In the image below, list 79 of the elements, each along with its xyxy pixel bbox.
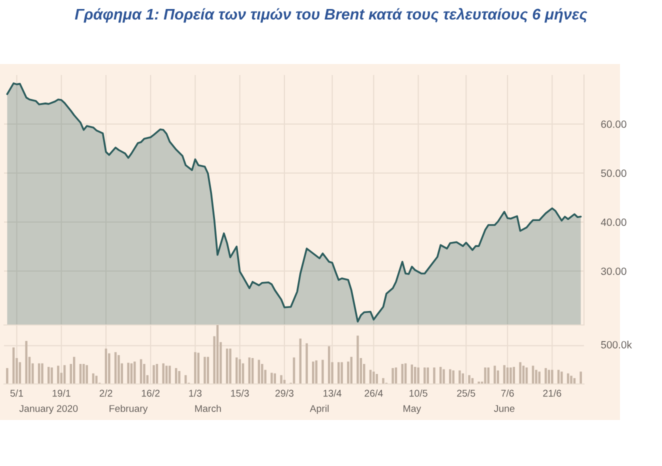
bar bbox=[458, 370, 461, 384]
bar bbox=[41, 363, 44, 384]
bar bbox=[570, 376, 572, 384]
bar bbox=[162, 363, 164, 384]
bar bbox=[6, 368, 8, 384]
bar bbox=[118, 355, 120, 384]
bar bbox=[86, 365, 88, 384]
bar bbox=[168, 366, 171, 384]
bar bbox=[350, 356, 352, 384]
bar bbox=[452, 370, 454, 384]
bar bbox=[519, 362, 522, 384]
x-tick-label: 19/1 bbox=[52, 390, 70, 397]
bar bbox=[127, 362, 130, 384]
y-tick-label: 30.00 bbox=[601, 268, 626, 275]
y-tick-label: 40.00 bbox=[600, 218, 626, 226]
bar bbox=[484, 367, 486, 384]
bar bbox=[356, 336, 359, 384]
x-tick-label: 10/5 bbox=[410, 390, 428, 397]
bar bbox=[270, 372, 273, 384]
bar bbox=[526, 367, 528, 384]
x-tick-label: 1/3 bbox=[189, 390, 202, 397]
x-tick-label: 29/3 bbox=[275, 390, 294, 397]
bar bbox=[280, 375, 282, 384]
bar bbox=[134, 362, 136, 384]
bar bbox=[306, 343, 308, 384]
bar bbox=[204, 356, 206, 384]
bar bbox=[194, 352, 196, 384]
x2-tick-label: February bbox=[110, 404, 148, 414]
bar bbox=[426, 367, 429, 384]
x2-tick-label: March bbox=[195, 404, 221, 412]
bar bbox=[401, 364, 404, 384]
x2-tick-label: January 2020 bbox=[19, 405, 78, 414]
x-tick-label: 5/1 bbox=[10, 390, 24, 397]
x-tick-label: 21/6 bbox=[543, 390, 562, 397]
y-tick-label: 60.00 bbox=[601, 120, 626, 128]
bar bbox=[376, 374, 378, 384]
bar bbox=[315, 360, 318, 384]
bar bbox=[92, 373, 94, 384]
x-tick-label: 2/2 bbox=[100, 390, 112, 397]
bar bbox=[442, 369, 445, 384]
bar bbox=[238, 359, 241, 384]
bar bbox=[544, 368, 547, 384]
bar bbox=[449, 369, 452, 384]
bar bbox=[382, 378, 384, 384]
x2-tick-label: June bbox=[494, 405, 514, 412]
bar bbox=[468, 375, 470, 384]
bar bbox=[25, 340, 28, 384]
bar bbox=[535, 370, 538, 384]
x-tick-label: 25/5 bbox=[457, 390, 476, 397]
bar bbox=[50, 367, 53, 384]
bar bbox=[82, 364, 85, 384]
bar bbox=[494, 366, 496, 384]
bar bbox=[184, 375, 187, 384]
bar bbox=[236, 357, 238, 384]
x-tick-label: 16/2 bbox=[142, 390, 160, 397]
bar bbox=[57, 366, 60, 384]
bar bbox=[503, 365, 506, 384]
x2-tick-label: April bbox=[310, 404, 329, 414]
bar bbox=[372, 372, 375, 384]
chart-title: Γράφημα 1: Πορεία των τιμών του Brent κατά τους τελευταίους 6 μήνες bbox=[74, 8, 588, 23]
x-tick-label: 26/4 bbox=[364, 390, 383, 397]
bar bbox=[580, 372, 582, 384]
y-tick-label: 50.00 bbox=[601, 170, 626, 177]
x-tick-label: 13/4 bbox=[324, 390, 342, 397]
bar bbox=[510, 367, 512, 384]
bar bbox=[178, 371, 180, 384]
bar bbox=[340, 362, 343, 384]
bar bbox=[392, 368, 394, 384]
bar bbox=[560, 372, 563, 384]
x-tick-label: 15/3 bbox=[231, 390, 249, 397]
x-tick-label: 7/6 bbox=[501, 390, 514, 397]
bar bbox=[229, 348, 232, 384]
bar bbox=[433, 367, 436, 384]
bar bbox=[424, 367, 426, 384]
bar bbox=[322, 360, 324, 384]
ref-line-label: 500.0k bbox=[601, 340, 632, 348]
bar bbox=[417, 367, 420, 384]
x2-tick-label: May bbox=[404, 405, 422, 414]
bar bbox=[152, 365, 155, 384]
